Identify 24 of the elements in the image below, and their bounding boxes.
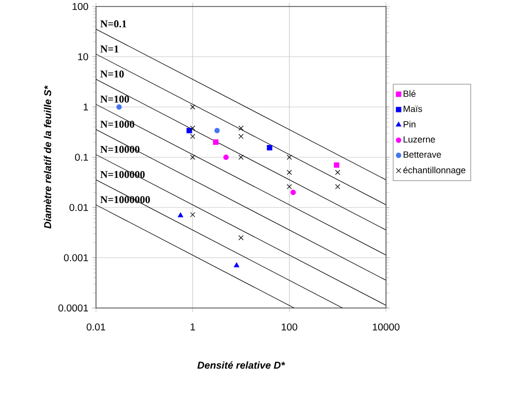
- y-tick-label: 10: [78, 53, 88, 60]
- annotation: N=0.1: [100, 20, 126, 28]
- y-tick-label: 0.01: [70, 204, 88, 212]
- y-tick-label: 1: [84, 104, 88, 110]
- y-axis-title: Diamètre relatif de la feuille S*: [44, 85, 52, 229]
- x-axis-title: Densité relative D*: [197, 361, 286, 369]
- x-tick-label: 1: [190, 323, 195, 330]
- y-tick-label: 0.001: [64, 254, 88, 262]
- legend-label: Pin: [404, 120, 416, 128]
- y-tick-label: 0.1: [75, 154, 88, 161]
- x-tick-label: 100: [282, 323, 298, 331]
- legend-label: échantillonnage: [403, 166, 466, 176]
- y-tick-label: 100: [72, 2, 88, 10]
- legend-label: Maïs: [404, 106, 422, 112]
- annotation: N=1000: [100, 120, 134, 128]
- x-tick-label: 10000: [372, 323, 400, 331]
- legend-label: Blé: [404, 90, 416, 97]
- annotation: N=10: [100, 70, 124, 78]
- annotation: N=1: [100, 45, 118, 52]
- legend-label: Betterave: [404, 151, 441, 158]
- x-tick-label: 0.01: [86, 323, 106, 331]
- y-tick-label: 0.0001: [58, 304, 88, 312]
- legend-label: Luzerne: [404, 136, 435, 143]
- annotation: N=100: [100, 96, 129, 103]
